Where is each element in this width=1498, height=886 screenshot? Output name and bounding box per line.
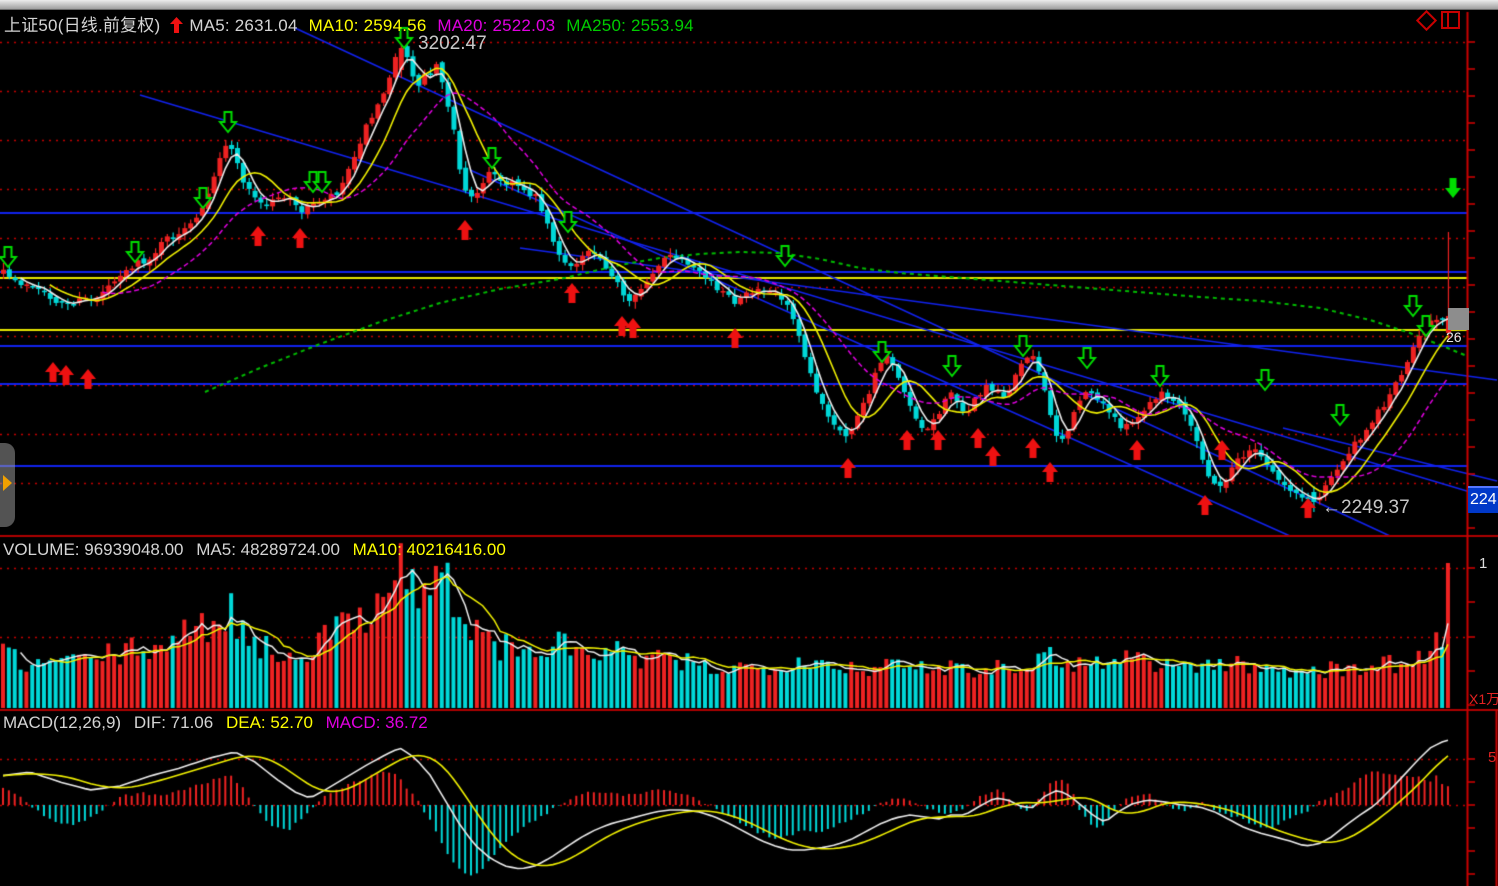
volume-axis-label: 1: [1479, 555, 1488, 572]
instrument-title: 上证50(日线.前复权): [4, 16, 161, 35]
main-indicator-header: 上证50(日线.前复权) MA5: 2631.04 MA10: 2594.56 M…: [4, 11, 700, 36]
macd-name: MACD(12,26,9): [3, 713, 122, 732]
ma20-readout: MA20: 2522.03: [437, 16, 556, 35]
volume-indicator-header: VOLUME: 96939048.00 MA5: 48289724.00 MA1…: [3, 540, 514, 560]
macd-axis-label: 5: [1488, 749, 1497, 766]
volume-readout: VOLUME: 96939048.00: [3, 540, 184, 559]
current-price-text: 26: [1446, 329, 1462, 345]
macd-indicator-header: MACD(12,26,9) DIF: 71.06 DEA: 52.70 MACD…: [3, 713, 436, 733]
macd-readout: MACD: 36.72: [325, 713, 428, 732]
sidebar-expand-handle[interactable]: [0, 443, 15, 527]
trough-price-label: ←2249.37: [1322, 497, 1410, 518]
dif-readout: DIF: 71.06: [133, 713, 214, 732]
peak-price-label: 3202.47: [418, 33, 487, 54]
current-price-tag: [1448, 308, 1469, 330]
axis-price-tag: 224: [1468, 486, 1498, 513]
dea-readout: DEA: 52.70: [225, 713, 313, 732]
volume-ma10-readout: MA10: 40216416.00: [352, 540, 506, 559]
ma5-readout: MA5: 2631.04: [189, 16, 298, 35]
split-window-icon[interactable]: [1441, 11, 1460, 29]
ma250-readout: MA250: 2553.94: [566, 16, 694, 35]
split-window-divider: [1447, 13, 1449, 27]
signal-up-arrow-icon: [170, 17, 184, 33]
volume-ma5-readout: MA5: 48289724.00: [196, 540, 340, 559]
volume-unit-label: X1万: [1469, 691, 1498, 707]
ma10-readout: MA10: 2594.56: [308, 16, 427, 35]
expand-arrow-icon: [3, 475, 12, 491]
window-titlebar: [0, 0, 1498, 10]
